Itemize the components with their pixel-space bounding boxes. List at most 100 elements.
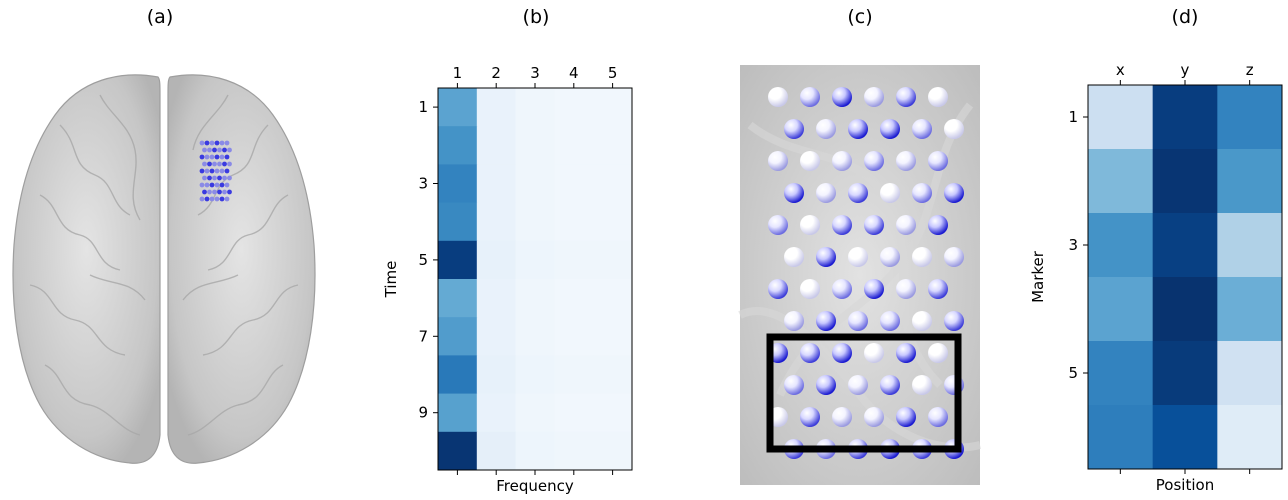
- x-tick-label: 2: [491, 64, 501, 82]
- electrode-dot: [212, 189, 217, 195]
- electrode-dot: [222, 161, 227, 167]
- left-hemisphere: [12, 74, 161, 464]
- electrode-dot: [209, 154, 215, 160]
- electrode-dot: [207, 161, 212, 167]
- gyri-pattern: [29, 94, 299, 436]
- x-tick-label: 1: [453, 64, 463, 82]
- electrode-dot: [224, 196, 230, 202]
- heatmap-cell: [554, 240, 594, 280]
- electrode-dot: [199, 196, 205, 202]
- heatmap-cell: [438, 202, 478, 242]
- electrode-sphere: [768, 87, 788, 107]
- heatmap-cell: [476, 393, 517, 433]
- heatmap-cell: [1152, 341, 1218, 406]
- electrode-dot: [217, 189, 222, 195]
- electrode-sphere: [768, 151, 788, 171]
- heatmap-cell: [1217, 213, 1283, 278]
- heatmap-cell: [515, 355, 555, 395]
- electrode-sphere: [928, 215, 948, 235]
- heatmap-cell: [554, 202, 594, 242]
- heatmap-cell: [476, 317, 517, 356]
- heatmap-cell: [515, 126, 555, 165]
- electrode-dot: [207, 147, 212, 153]
- heatmap-cell: [1152, 85, 1218, 150]
- y-tick-label: 3: [418, 175, 428, 193]
- electrode-sphere: [832, 343, 852, 363]
- heatmap-cell: [438, 317, 478, 356]
- heatmap-cell: [476, 431, 517, 471]
- electrode-dot: [207, 189, 212, 195]
- electrode-dot: [214, 140, 220, 146]
- heatmap-cell: [438, 431, 478, 471]
- electrode-sphere: [832, 279, 852, 299]
- electrode-sphere: [784, 311, 804, 331]
- electrode-sphere: [944, 119, 964, 139]
- electrode-dot: [212, 175, 217, 181]
- heatmap-cell: [438, 279, 478, 318]
- y-tick-label: 7: [418, 327, 428, 345]
- heatmap-cell: [515, 279, 555, 318]
- x-tick-label: z: [1246, 61, 1254, 79]
- x-axis-label: Frequency: [496, 477, 574, 495]
- y-tick-label: 5: [1068, 364, 1078, 382]
- heatmap-cell: [1088, 277, 1154, 342]
- electrode-sphere: [896, 343, 916, 363]
- heatmap-cell: [593, 317, 633, 356]
- heatmap-cell: [438, 88, 478, 127]
- electrode-sphere: [880, 311, 900, 331]
- electrode-sphere: [800, 87, 820, 107]
- x-tick-label: x: [1116, 61, 1125, 79]
- electrode-sphere: [816, 375, 836, 395]
- heatmap-cell: [1217, 277, 1283, 342]
- electrode-sphere: [896, 279, 916, 299]
- electrode-dot: [217, 147, 222, 153]
- electrode-sphere: [816, 183, 836, 203]
- electrode-dot: [202, 175, 207, 181]
- heatmap-cell: [438, 393, 478, 433]
- electrode-dot: [227, 175, 232, 181]
- electrode-dot: [224, 140, 230, 146]
- electrode-grid: [199, 140, 232, 202]
- heatmap-cell: [554, 126, 594, 165]
- electrode-sphere: [816, 311, 836, 331]
- electrode-sphere: [928, 407, 948, 427]
- electrode-sphere: [896, 87, 916, 107]
- heatmap-cell: [515, 164, 555, 204]
- electrode-dot: [217, 175, 222, 181]
- heatmap-cell: [476, 164, 517, 204]
- panel-c-title: (c): [847, 6, 873, 28]
- heatmap-cell: [476, 279, 517, 318]
- electrode-sphere: [784, 375, 804, 395]
- electrode-dot: [209, 140, 215, 146]
- electrode-sphere: [832, 87, 852, 107]
- electrode-dot: [227, 161, 232, 167]
- heatmap-cell: [593, 431, 633, 471]
- heatmap-cell: [1088, 405, 1154, 470]
- electrode-sphere: [800, 215, 820, 235]
- electrode-sphere: [848, 247, 868, 267]
- heatmap-cell: [1152, 213, 1218, 278]
- heatmap-cell: [1152, 149, 1218, 214]
- heatmap-cell: [1088, 341, 1154, 406]
- electrode-sphere: [944, 183, 964, 203]
- electrode-dot: [202, 161, 207, 167]
- y-axis-label: Marker: [1029, 250, 1047, 303]
- heatmap-b: 1 2 3 4 5 1 3 5 7 9 Frequency Time: [382, 64, 633, 495]
- heatmap-cell: [1217, 149, 1283, 214]
- heatmap-cell: [593, 240, 633, 280]
- electrode-dot: [212, 147, 217, 153]
- electrode-sphere: [848, 311, 868, 331]
- electrode-dot: [212, 161, 217, 167]
- heatmap-cell: [1152, 405, 1218, 470]
- y-tick-label: 1: [418, 98, 428, 116]
- electrode-sphere: [848, 375, 868, 395]
- electrode-dot: [199, 154, 205, 160]
- electrode-sphere: [928, 151, 948, 171]
- heatmap-cell: [1152, 277, 1218, 342]
- electrode-sphere: [816, 119, 836, 139]
- electrode-dot: [202, 189, 207, 195]
- heatmap-cell: [515, 240, 555, 280]
- electrode-sphere: [768, 279, 788, 299]
- right-hemisphere: [167, 74, 316, 464]
- electrode-dot: [204, 182, 210, 188]
